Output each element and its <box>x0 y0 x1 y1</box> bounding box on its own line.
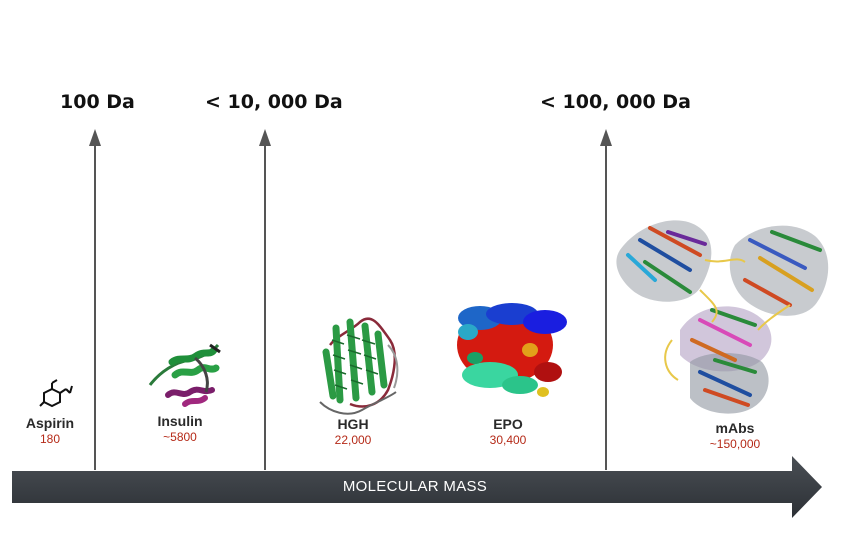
aspirin-label: Aspirin <box>25 415 75 431</box>
threshold-arrow-100 <box>89 129 101 470</box>
molecular-mass-axis <box>12 456 822 518</box>
mabs-structure-image <box>616 220 829 414</box>
threshold-arrow-10000 <box>259 129 271 470</box>
epo-mass: 30,400 <box>489 433 527 447</box>
hgh-structure-image <box>319 317 399 415</box>
insulin-label: Insulin <box>157 413 203 429</box>
threshold-label-10000da: < 10, 000 Da <box>205 91 343 113</box>
hgh-label: HGH <box>337 416 369 432</box>
epo-structure-image <box>457 303 567 397</box>
insulin-structure-image <box>148 343 221 407</box>
epo-label: EPO <box>493 416 523 432</box>
threshold-label-100000da: < 100, 000 Da <box>540 91 691 113</box>
aspirin-mass: 180 <box>39 432 61 446</box>
mabs-label: mAbs <box>715 420 755 436</box>
insulin-mass: ~5800 <box>163 430 197 444</box>
mabs-mass: ~150,000 <box>709 437 761 451</box>
threshold-label-100da: 100 Da <box>60 91 135 113</box>
aspirin-molecule-icon <box>39 379 73 408</box>
hgh-mass: 22,000 <box>334 433 372 447</box>
molecular-mass-label: MOLECULAR MASS <box>342 478 488 495</box>
threshold-arrow-100000 <box>600 129 612 470</box>
